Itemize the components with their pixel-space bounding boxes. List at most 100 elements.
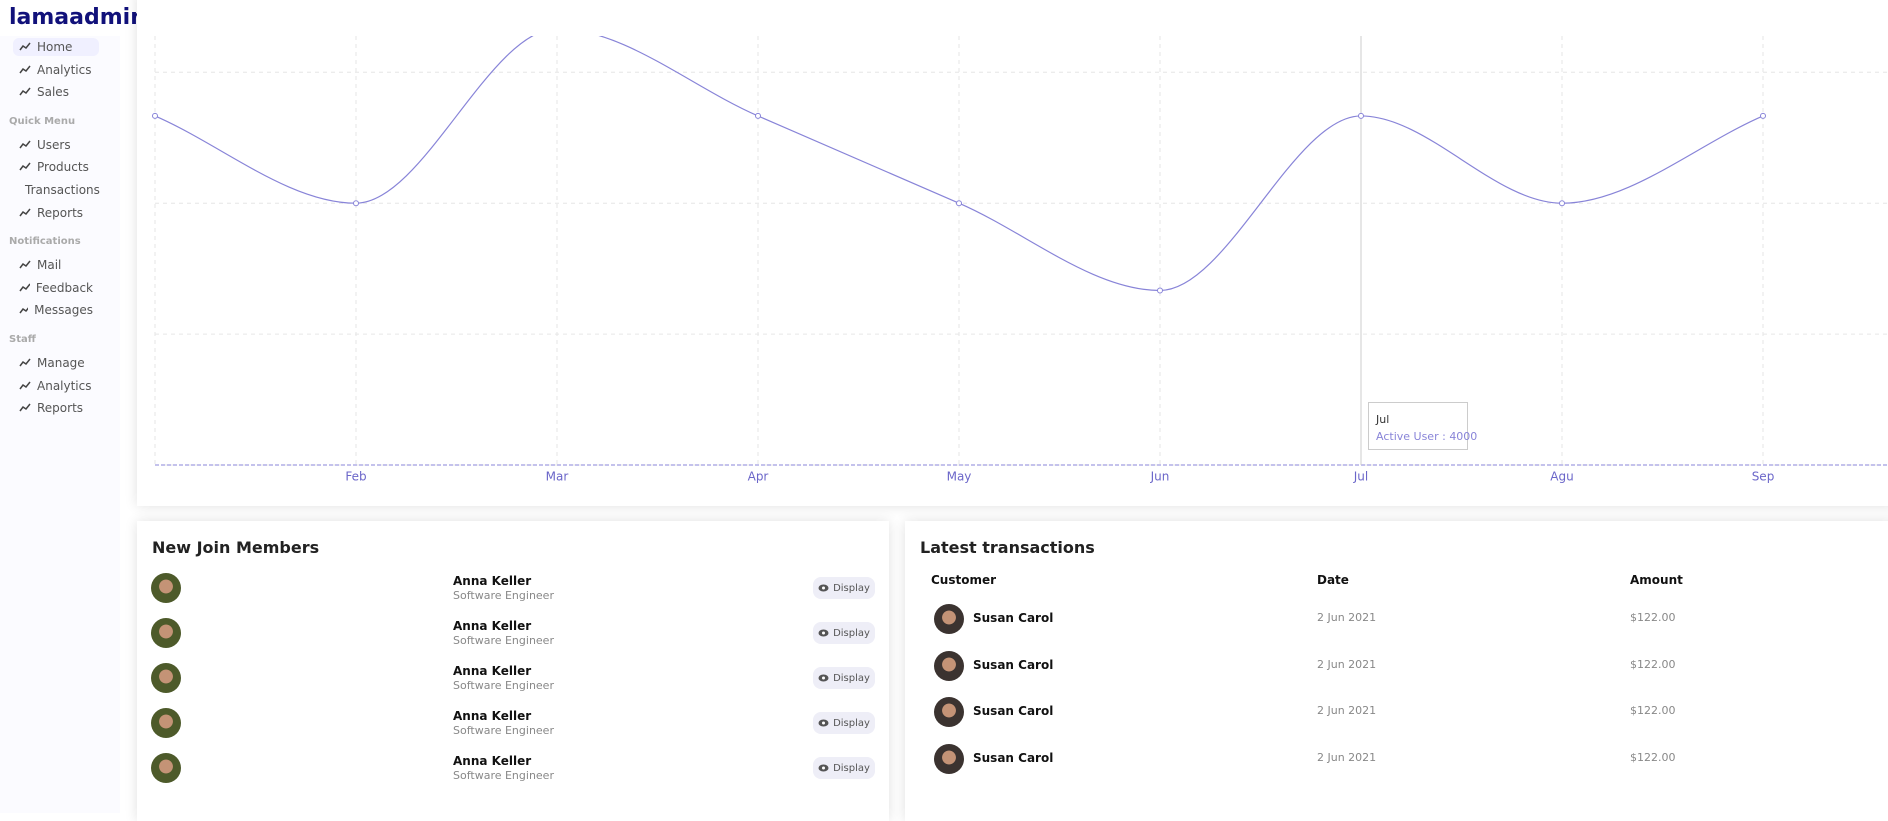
menu-label: Home [37, 40, 73, 54]
eye-icon [818, 674, 829, 682]
menu-item[interactable]: Messages [13, 301, 99, 319]
display-button[interactable]: Display [813, 622, 875, 644]
member-role: Software Engineer [453, 634, 554, 647]
tooltip-number: 4000 [1449, 430, 1478, 443]
menu-icon [19, 140, 31, 149]
transaction-amount: $122.00 [1630, 704, 1676, 717]
button-label: Display [833, 672, 870, 684]
button-label: Display [833, 762, 870, 774]
tooltip: Jul Active User : 4000 [1368, 402, 1477, 450]
data-point [152, 112, 158, 119]
x-tick-label: May [947, 470, 972, 484]
tooltip-series: Active User [1376, 430, 1439, 443]
eye-icon [818, 584, 829, 592]
transaction-date: 2 Jun 2021 [1317, 657, 1377, 671]
customer-name: Susan Carol [973, 611, 1054, 625]
menu-section-title: Notifications [9, 236, 81, 248]
sidebar: Home Analytics Sales Quick Menu Users Product… [0, 36, 120, 813]
table-header: Amount [1630, 573, 1683, 587]
transaction-date: 2 Jun 2021 [1317, 704, 1377, 717]
menu-item[interactable]: Reports [13, 399, 99, 417]
menu-icon [19, 358, 31, 367]
menu-icon [19, 42, 31, 51]
transaction-date: 2 Jun 2021 [1317, 611, 1377, 624]
menu-label: Analytics [37, 378, 92, 393]
x-tick-label: Jul [1353, 470, 1368, 484]
menu-item[interactable]: Analytics [13, 61, 99, 79]
data-point [1760, 112, 1766, 119]
menu-item[interactable]: Mail [13, 256, 99, 274]
logo[interactable]: lamaadmin [9, 5, 146, 30]
eye-icon [818, 719, 829, 727]
card-title: Latest transactions [920, 538, 1095, 557]
member-name: Anna Keller [453, 709, 532, 723]
member-name: Anna Keller [453, 574, 532, 588]
menu-icon [19, 87, 31, 96]
data-point [755, 112, 761, 119]
menu-label: Reports [37, 401, 84, 416]
table-header: Customer [931, 573, 997, 587]
member-role: Software Engineer [453, 724, 554, 737]
menu-item[interactable]: Analytics [13, 377, 99, 395]
button-label: Display [833, 627, 870, 639]
avatar [934, 743, 964, 774]
member-role: Software Engineer [453, 769, 554, 782]
eye-icon [818, 629, 829, 637]
chart: Feb Mar Apr May Jun Jul Agu Sep [152, 36, 1888, 484]
menu-icon [19, 283, 30, 292]
menu-icon [19, 65, 31, 74]
avatar [151, 573, 181, 603]
menu-item[interactable]: Home [13, 38, 99, 56]
menu-section-title: Quick Menu [9, 115, 76, 127]
display-button[interactable]: Display [813, 712, 875, 734]
menu-item[interactable]: Products [13, 158, 99, 176]
transaction-date: 2 Jun 2021 [1317, 750, 1377, 764]
display-button[interactable]: Display [813, 757, 875, 779]
menu-label: Products [37, 160, 89, 175]
avatar [151, 753, 181, 783]
customer-name: Susan Carol [973, 750, 1054, 765]
menu-item[interactable]: Users [13, 136, 99, 154]
data-point [1559, 200, 1565, 207]
member-name: Anna Keller [453, 619, 532, 633]
display-button[interactable]: Display [813, 667, 875, 689]
x-tick-label: Jun [1150, 470, 1170, 484]
menu-label: Analytics [37, 62, 92, 77]
customer-name: Susan Carol [973, 704, 1054, 718]
transaction-amount: $122.00 [1630, 657, 1676, 671]
member-name: Anna Keller [453, 754, 532, 768]
tooltip-label: Jul [1376, 413, 1390, 426]
menu-item[interactable]: Sales [13, 83, 99, 101]
menu-section-title: Staff [9, 334, 36, 345]
avatar [151, 663, 181, 693]
menu-label: Reports [37, 205, 84, 220]
menu-item[interactable]: Reports [13, 204, 99, 222]
customer-name: Susan Carol [973, 657, 1054, 672]
member-role: Software Engineer [453, 589, 554, 602]
eye-icon [818, 764, 829, 772]
data-point [1157, 287, 1163, 294]
x-tick-label: Agu [1550, 470, 1573, 484]
menu-item[interactable]: Manage [13, 354, 99, 372]
menu-label: Feedback [35, 280, 93, 295]
menu-icon [19, 162, 31, 171]
menu-icon [19, 307, 29, 314]
menu-label: Transactions [25, 183, 100, 197]
menu-item[interactable]: Feedback [13, 279, 99, 297]
button-label: Display [833, 717, 870, 729]
transactions-card: Latest transactions Customer Date Amount Su… [905, 521, 1888, 821]
button-label: Display [833, 582, 870, 594]
avatar [151, 708, 181, 738]
member-name: Anna Keller [453, 664, 532, 678]
avatar [934, 697, 964, 727]
menu-label: Users [37, 137, 71, 152]
transaction-amount: $122.00 [1630, 750, 1676, 764]
menu-label: Messages [34, 303, 93, 318]
x-tick-label: Apr [748, 470, 769, 484]
display-button[interactable]: Display [813, 577, 875, 599]
data-point [353, 200, 359, 207]
menu-label: Sales [37, 85, 69, 100]
card-title: New Join Members [152, 538, 320, 557]
menu-item[interactable]: Transactions [13, 181, 100, 199]
